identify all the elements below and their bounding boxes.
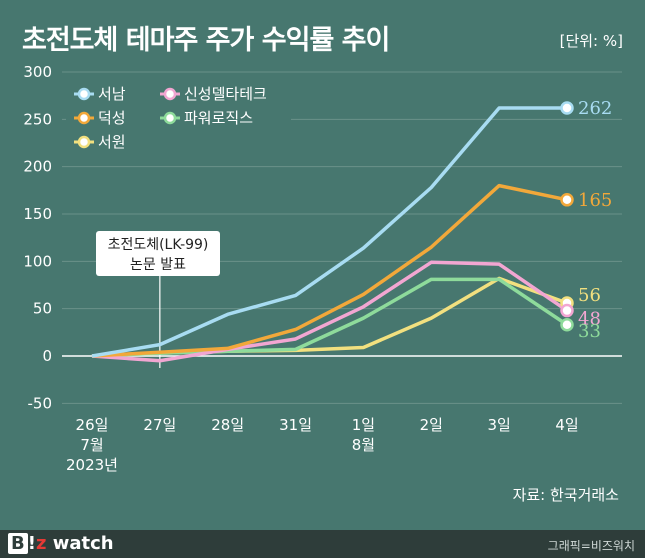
series-end-label: 262	[578, 98, 612, 119]
series-end-marker	[560, 303, 574, 318]
y-tick-label: 150	[23, 205, 52, 223]
y-tick-label: 100	[23, 252, 52, 270]
annotation-box	[96, 231, 220, 276]
series-end-label: 33	[578, 321, 601, 342]
y-tick-label: 200	[23, 158, 52, 176]
x-tick-label: 26일	[76, 416, 109, 434]
y-tick-label: 300	[23, 63, 52, 81]
x-tick-label: 3일	[487, 416, 510, 434]
legend-label: 덕성	[98, 109, 126, 127]
x-tick-sublabel: 7월	[80, 436, 103, 454]
series-end-marker	[560, 193, 574, 207]
legend-label: 신성델타테크	[184, 85, 267, 103]
x-tick-label: 4일	[555, 416, 578, 434]
graphic-credit: 그래픽=비즈워치	[547, 539, 635, 553]
x-tick-label: 31일	[279, 416, 312, 434]
x-tick-label: 28일	[211, 416, 244, 434]
x-tick-label: 1일	[352, 416, 375, 434]
x-tick-sublabel: 8월	[352, 436, 375, 454]
y-tick-label: 0	[42, 347, 52, 365]
footer-bar: B !z watch 그래픽=비즈워치	[0, 530, 645, 558]
series-end-marker	[560, 101, 574, 115]
x-tick-label: 2일	[420, 416, 443, 434]
x-tick-sublabel: 2023년	[66, 456, 118, 474]
legend-label: 파워로직스	[184, 109, 253, 127]
x-tick-label: 27일	[143, 416, 176, 434]
series-line-2	[91, 183, 568, 358]
y-tick-label: -50	[28, 394, 53, 412]
legend-marker	[77, 135, 91, 149]
series-end-label: 165	[578, 190, 612, 211]
series-end-marker	[560, 318, 574, 332]
legend-marker	[77, 111, 91, 125]
y-tick-label: 250	[23, 110, 52, 128]
series-end-label: 56	[578, 285, 601, 306]
brand-logo: B !z watch	[8, 533, 114, 554]
source-label: 자료: 한국거래소	[512, 486, 619, 504]
y-tick-label: 50	[33, 300, 52, 318]
series-line-4	[91, 260, 568, 363]
legend-label: 서남	[98, 85, 126, 103]
legend-label: 서원	[98, 133, 126, 151]
annotation-text: 초전도체(LK-99)	[108, 237, 209, 253]
legend-marker	[163, 111, 177, 125]
page-title: 초전도체 테마주 주가 수익률 추이	[22, 25, 390, 56]
line-chart: -50 0 50 100 150 200 250 300 초전도체(LK-99) 논문 발표 26일…	[23, 63, 622, 474]
annotation-text: 논문 발표	[130, 257, 186, 273]
series-end-label: 48	[578, 309, 601, 330]
unit-label: [단위: %]	[559, 32, 623, 50]
series-line-1	[91, 106, 567, 358]
legend-marker	[77, 87, 91, 101]
legend-marker	[163, 87, 177, 101]
